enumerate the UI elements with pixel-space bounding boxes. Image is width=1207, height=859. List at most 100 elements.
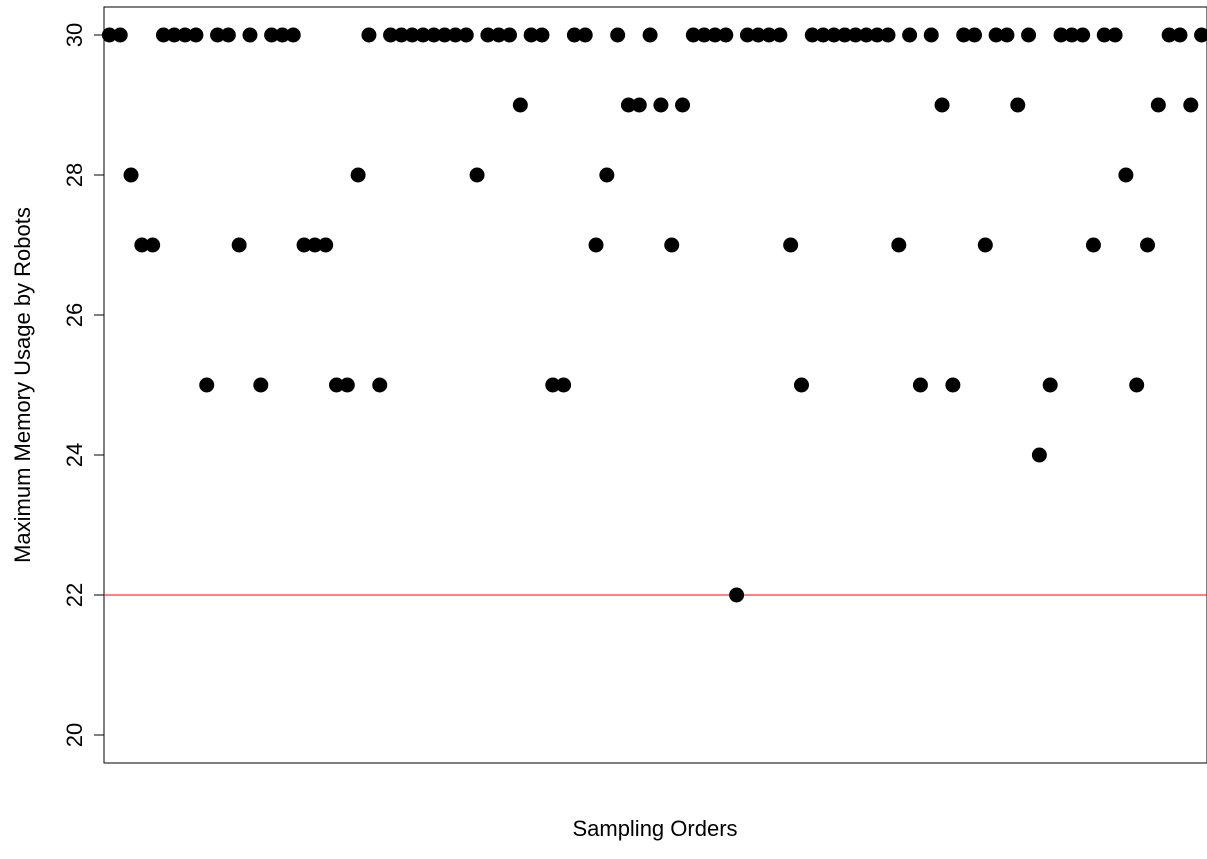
data-point [264,27,280,43]
data-point [458,27,474,43]
data-point [664,237,680,253]
data-point [437,27,453,43]
data-point [274,27,290,43]
data-point [826,27,842,43]
y-tick-label: 30 [62,23,87,47]
data-point [912,377,928,393]
data-point [253,377,269,393]
data-point [242,27,258,43]
data-point [188,27,204,43]
data-point [328,377,344,393]
data-point [210,27,226,43]
data-point [934,97,950,113]
data-point [999,27,1015,43]
data-point [848,27,864,43]
data-point [393,27,409,43]
data-point [718,27,734,43]
data-point [880,27,896,43]
data-point [1140,237,1156,253]
data-point [967,27,983,43]
data-point [1150,97,1166,113]
data-point [685,27,701,43]
data-point [1075,27,1091,43]
data-point [123,167,139,183]
data-point [610,27,626,43]
data-point [772,27,788,43]
data-point [1096,27,1112,43]
data-point [404,27,420,43]
data-point [696,27,712,43]
data-point [1107,27,1123,43]
data-point [523,27,539,43]
data-point [307,237,323,253]
data-point [112,27,128,43]
y-axis: 20 22 24 26 28 30 [62,23,105,747]
data-point [675,97,691,113]
data-point [1042,377,1058,393]
data-point [177,27,193,43]
data-point [631,97,647,113]
data-point [480,27,496,43]
data-point [447,27,463,43]
data-point [599,167,615,183]
data-point [199,377,215,393]
data-point [588,237,604,253]
data-point [739,27,755,43]
data-point [469,167,485,183]
data-point [1085,237,1101,253]
y-tick-label: 28 [62,163,87,187]
x-axis-title: Sampling Orders [572,816,737,841]
data-point [1021,27,1037,43]
data-point [285,27,301,43]
data-point [383,27,399,43]
data-point [577,27,593,43]
plot-frame [103,6,1207,764]
data-point [653,97,669,113]
y-tick-label: 22 [62,583,87,607]
data-point [1129,377,1145,393]
data-point [988,27,1004,43]
data-point [761,27,777,43]
data-point [166,27,182,43]
data-point [902,27,918,43]
data-point [512,97,528,113]
data-point [101,27,117,43]
data-point [134,237,150,253]
data-point [318,237,334,253]
data-point [566,27,582,43]
y-tick-label: 26 [62,303,87,327]
data-point [1194,27,1207,43]
data-point [426,27,442,43]
data-point [1010,97,1026,113]
data-points [101,27,1207,603]
data-point [155,27,171,43]
data-point [231,237,247,253]
data-point [837,27,853,43]
y-tick-label: 24 [62,443,87,467]
data-point [858,27,874,43]
data-point [804,27,820,43]
y-tick-label: 20 [62,723,87,747]
data-point [891,237,907,253]
data-point [220,27,236,43]
data-point [361,27,377,43]
data-point [1161,27,1177,43]
data-point [534,27,550,43]
data-point [415,27,431,43]
data-point [1064,27,1080,43]
data-point [750,27,766,43]
data-point [620,97,636,113]
y-axis-title: Maximum Memory Usage by Robots [10,207,35,563]
data-point [1053,27,1069,43]
data-point [923,27,939,43]
data-point [956,27,972,43]
data-point [793,377,809,393]
data-point [783,237,799,253]
data-point [1031,447,1047,463]
data-point [491,27,507,43]
data-point [350,167,366,183]
data-point [729,587,745,603]
data-point [815,27,831,43]
data-point [869,27,885,43]
